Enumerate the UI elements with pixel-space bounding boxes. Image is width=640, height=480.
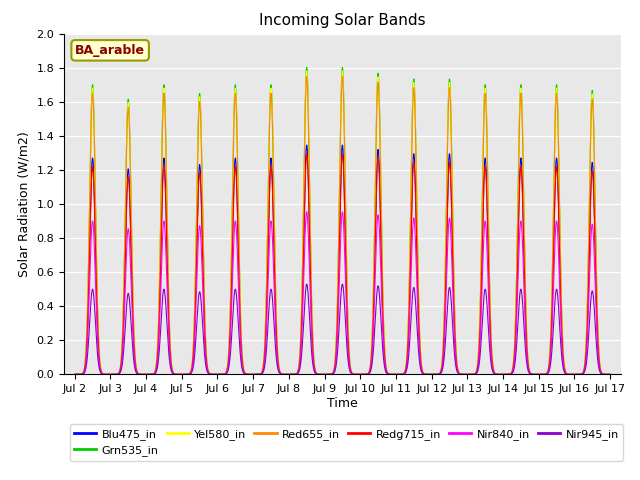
Blu475_in — [303, 142, 310, 148]
Blu475_in — [606, 372, 614, 377]
Red655_in — [107, 372, 115, 377]
Nir840_in — [164, 305, 172, 311]
Red655_in — [164, 250, 172, 255]
Blu475_in — [596, 365, 604, 371]
Grn535_in — [606, 372, 614, 377]
Grn535_in — [107, 372, 115, 377]
Yel580_in — [596, 362, 604, 368]
Redg715_in — [107, 372, 115, 377]
Y-axis label: Solar Radiation (W/m2): Solar Radiation (W/m2) — [18, 131, 31, 277]
Title: Incoming Solar Bands: Incoming Solar Bands — [259, 13, 426, 28]
Redg715_in — [132, 365, 140, 371]
Yel580_in — [538, 372, 546, 377]
Blu475_in — [276, 370, 284, 376]
Red655_in — [606, 372, 614, 377]
Nir840_in — [132, 367, 140, 373]
Nir945_in — [303, 281, 310, 287]
Redg715_in — [538, 372, 546, 377]
Nir945_in — [300, 324, 307, 330]
Red655_in — [132, 363, 140, 369]
Redg715_in — [71, 372, 79, 377]
Grn535_in — [132, 363, 140, 369]
Red655_in — [538, 372, 546, 377]
Nir840_in — [303, 209, 310, 215]
Nir840_in — [300, 286, 307, 292]
Grn535_in — [596, 362, 604, 368]
Grn535_in — [538, 372, 546, 377]
Nir945_in — [276, 371, 284, 377]
Yel580_in — [71, 372, 79, 377]
Red655_in — [300, 215, 307, 221]
Nir945_in — [132, 369, 140, 375]
Line: Nir945_in: Nir945_in — [75, 284, 610, 374]
Redg715_in — [276, 370, 284, 376]
Grn535_in — [71, 372, 79, 377]
Nir840_in — [596, 367, 604, 372]
Yel580_in — [276, 370, 284, 375]
Yel580_in — [107, 372, 115, 377]
Redg715_in — [303, 151, 310, 157]
Yel580_in — [303, 68, 310, 74]
Line: Redg715_in: Redg715_in — [75, 154, 610, 374]
Yel580_in — [606, 372, 614, 377]
Line: Red655_in: Red655_in — [75, 76, 610, 374]
Nir945_in — [164, 335, 172, 340]
Blu475_in — [164, 278, 172, 284]
Grn535_in — [276, 370, 284, 375]
Blu475_in — [107, 372, 115, 377]
Nir840_in — [107, 372, 115, 377]
Yel580_in — [164, 248, 172, 253]
Red655_in — [276, 370, 284, 375]
Grn535_in — [300, 210, 307, 216]
Redg715_in — [606, 372, 614, 377]
Blu475_in — [71, 372, 79, 377]
Nir945_in — [71, 372, 79, 377]
Text: BA_arable: BA_arable — [75, 44, 145, 57]
Blu475_in — [132, 365, 140, 371]
Line: Grn535_in: Grn535_in — [75, 68, 610, 374]
Redg715_in — [164, 281, 172, 287]
Nir840_in — [538, 372, 546, 377]
Blu475_in — [300, 251, 307, 257]
Yel580_in — [132, 363, 140, 369]
Nir840_in — [606, 372, 614, 377]
Nir945_in — [596, 369, 604, 374]
Nir840_in — [71, 372, 79, 377]
Grn535_in — [164, 246, 172, 252]
Red655_in — [303, 73, 310, 79]
Nir945_in — [538, 372, 546, 377]
Line: Nir840_in: Nir840_in — [75, 212, 610, 374]
X-axis label: Time: Time — [327, 397, 358, 410]
Grn535_in — [303, 65, 310, 71]
Line: Yel580_in: Yel580_in — [75, 71, 610, 374]
Nir840_in — [276, 371, 284, 376]
Blu475_in — [538, 372, 546, 377]
Nir945_in — [107, 372, 115, 377]
Legend: Blu475_in, Grn535_in, Yel580_in, Red655_in, Redg715_in, Nir840_in, Nir945_in: Blu475_in, Grn535_in, Yel580_in, Red655_… — [70, 424, 623, 460]
Redg715_in — [300, 256, 307, 262]
Redg715_in — [596, 365, 604, 371]
Yel580_in — [300, 212, 307, 218]
Red655_in — [596, 363, 604, 369]
Red655_in — [71, 372, 79, 377]
Nir945_in — [606, 372, 614, 377]
Line: Blu475_in: Blu475_in — [75, 145, 610, 374]
